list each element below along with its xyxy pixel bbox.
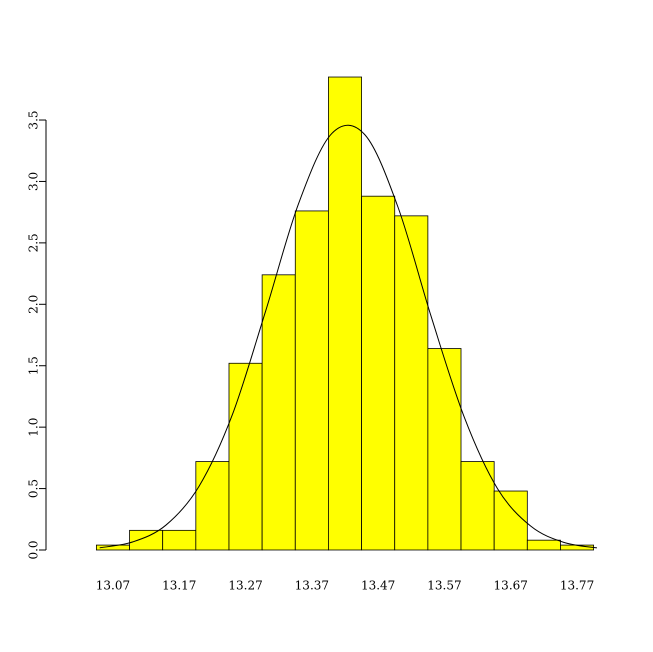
bar (361, 195, 396, 551)
x-tick-label: 13.47 (361, 579, 395, 593)
y-tick-label: 0.0 (27, 540, 41, 559)
bar (328, 76, 362, 551)
x-tick-label: 13.77 (560, 579, 594, 593)
x-tick-label: 13.67 (494, 579, 528, 593)
bar (129, 529, 164, 551)
bar (195, 461, 230, 551)
bar (261, 274, 296, 551)
x-tick-label: 13.17 (162, 579, 196, 593)
x-tick-label: 13.57 (427, 579, 461, 593)
bar (427, 348, 462, 551)
y-tick-label: 2.5 (27, 233, 41, 252)
x-tick-label: 13.27 (228, 579, 262, 593)
y-tick-label: 3.5 (27, 110, 41, 129)
density-curve (99, 124, 598, 549)
x-tick-label: 13.37 (295, 579, 329, 593)
y-tick-label: 1.5 (27, 356, 41, 375)
y-tick-label: 1.0 (27, 418, 41, 437)
bar (460, 461, 495, 551)
y-tick-label: 3.0 (27, 172, 41, 191)
y-tick-label: 2.0 (27, 295, 41, 314)
bar (526, 539, 561, 551)
x-tick-label: 13.07 (96, 579, 130, 593)
bar (493, 490, 528, 551)
y-tick-label: 0.5 (27, 479, 41, 498)
bar (294, 210, 329, 551)
bar (162, 529, 197, 551)
bar (228, 362, 263, 551)
bar (394, 215, 429, 551)
